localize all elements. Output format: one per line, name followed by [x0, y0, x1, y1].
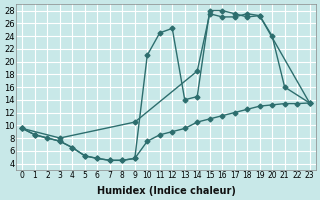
X-axis label: Humidex (Indice chaleur): Humidex (Indice chaleur): [97, 186, 236, 196]
